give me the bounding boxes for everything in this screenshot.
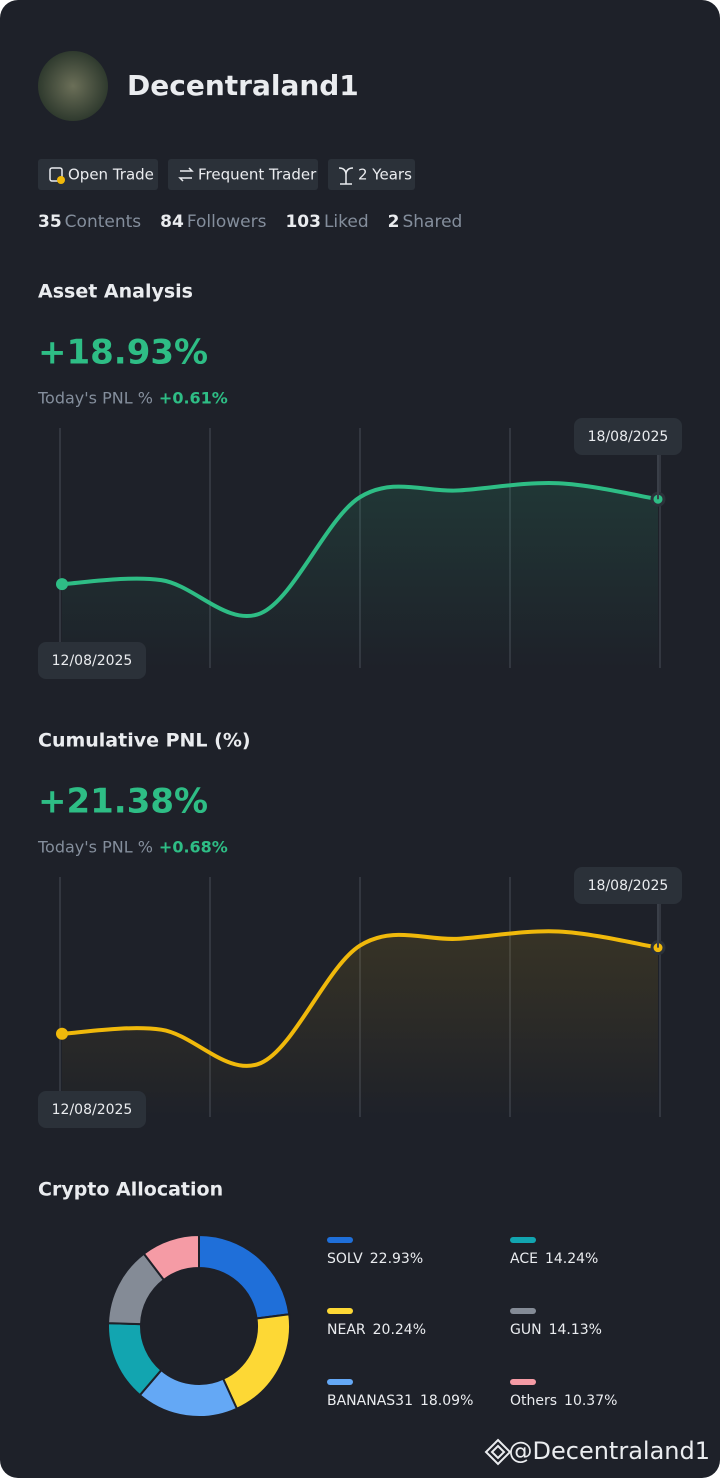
area	[62, 931, 658, 1117]
tooltip	[574, 867, 682, 904]
pnl-label: Today's PNL %	[37, 389, 153, 408]
tag	[38, 159, 158, 190]
stat-count: 35	[38, 212, 62, 232]
legend-name: NEAR	[327, 1322, 366, 1338]
legend-swatch	[510, 1308, 536, 1314]
legend-value: 22.93%	[370, 1251, 423, 1267]
legend-value: 18.09%	[420, 1393, 473, 1409]
legend-swatch	[327, 1308, 353, 1314]
tooltip	[38, 1091, 146, 1128]
watermark-icon	[484, 1438, 512, 1466]
end-date: 18/08/2025	[588, 429, 669, 445]
section-title: Asset Analysis	[38, 281, 193, 303]
legend-name: ACE	[510, 1251, 538, 1267]
tag-label: Open Trade	[68, 166, 154, 184]
stat-count: 103	[285, 212, 321, 232]
legend-value: 14.24%	[545, 1251, 598, 1267]
tooltip	[574, 418, 682, 455]
start-point	[56, 578, 68, 591]
legend-swatch	[510, 1379, 536, 1385]
section-title: Cumulative PNL (%)	[38, 730, 251, 752]
stat-label: Shared	[402, 212, 462, 232]
legend-name: GUN	[510, 1322, 542, 1338]
headline: +18.93%	[38, 333, 208, 373]
avatar	[38, 51, 108, 121]
tag-icon	[57, 176, 65, 184]
start-point	[56, 1027, 68, 1040]
legend-name: Others	[510, 1393, 557, 1409]
legend-value: 14.13%	[549, 1322, 602, 1338]
legend-value: 20.24%	[373, 1322, 426, 1338]
stat-label: Liked	[324, 212, 369, 232]
stat-count: 2	[388, 212, 400, 232]
stat-label: Followers	[187, 212, 267, 232]
tag	[168, 159, 318, 190]
tag-label: Frequent Trader	[198, 166, 317, 184]
tag-icon	[338, 167, 354, 185]
tag-label: 2 Years	[358, 166, 412, 184]
username: Decentraland1	[127, 69, 359, 102]
legend-name: BANANAS31	[327, 1393, 413, 1409]
start-date: 12/08/2025	[52, 1102, 133, 1118]
legend-value: 10.37%	[564, 1393, 617, 1409]
area	[62, 482, 658, 668]
watermark: @Decentraland1	[509, 1437, 711, 1465]
pnl-value: +0.61%	[159, 389, 228, 408]
headline: +21.38%	[38, 782, 208, 822]
legend-swatch	[327, 1237, 353, 1243]
tag	[328, 159, 415, 190]
legend-swatch	[327, 1379, 353, 1385]
legend-name: SOLV	[327, 1251, 363, 1267]
tooltip	[38, 642, 146, 679]
pnl-label: Today's PNL %	[37, 838, 153, 857]
stat-label: Contents	[65, 212, 142, 232]
line	[60, 480, 660, 618]
pnl-value: +0.68%	[159, 838, 228, 857]
line	[60, 929, 660, 1068]
tag-icon	[49, 167, 63, 182]
legend-swatch	[510, 1237, 536, 1243]
tag-icon	[178, 167, 194, 182]
donut-slice	[142, 1233, 200, 1282]
stat-count: 84	[160, 212, 184, 232]
end-date: 18/08/2025	[588, 878, 669, 894]
start-date: 12/08/2025	[52, 653, 133, 669]
section-title: Crypto Allocation	[38, 1179, 223, 1201]
